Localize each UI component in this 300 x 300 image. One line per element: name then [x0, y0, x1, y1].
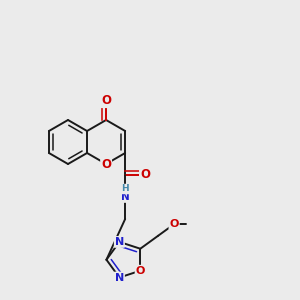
Text: O: O [169, 219, 179, 229]
Text: O: O [136, 266, 145, 276]
Text: O: O [140, 169, 150, 182]
Text: N: N [121, 192, 130, 202]
Text: N: N [115, 272, 124, 283]
Text: O: O [101, 158, 111, 170]
Text: N: N [115, 237, 124, 247]
Text: H: H [121, 184, 129, 194]
Text: O: O [101, 94, 111, 107]
